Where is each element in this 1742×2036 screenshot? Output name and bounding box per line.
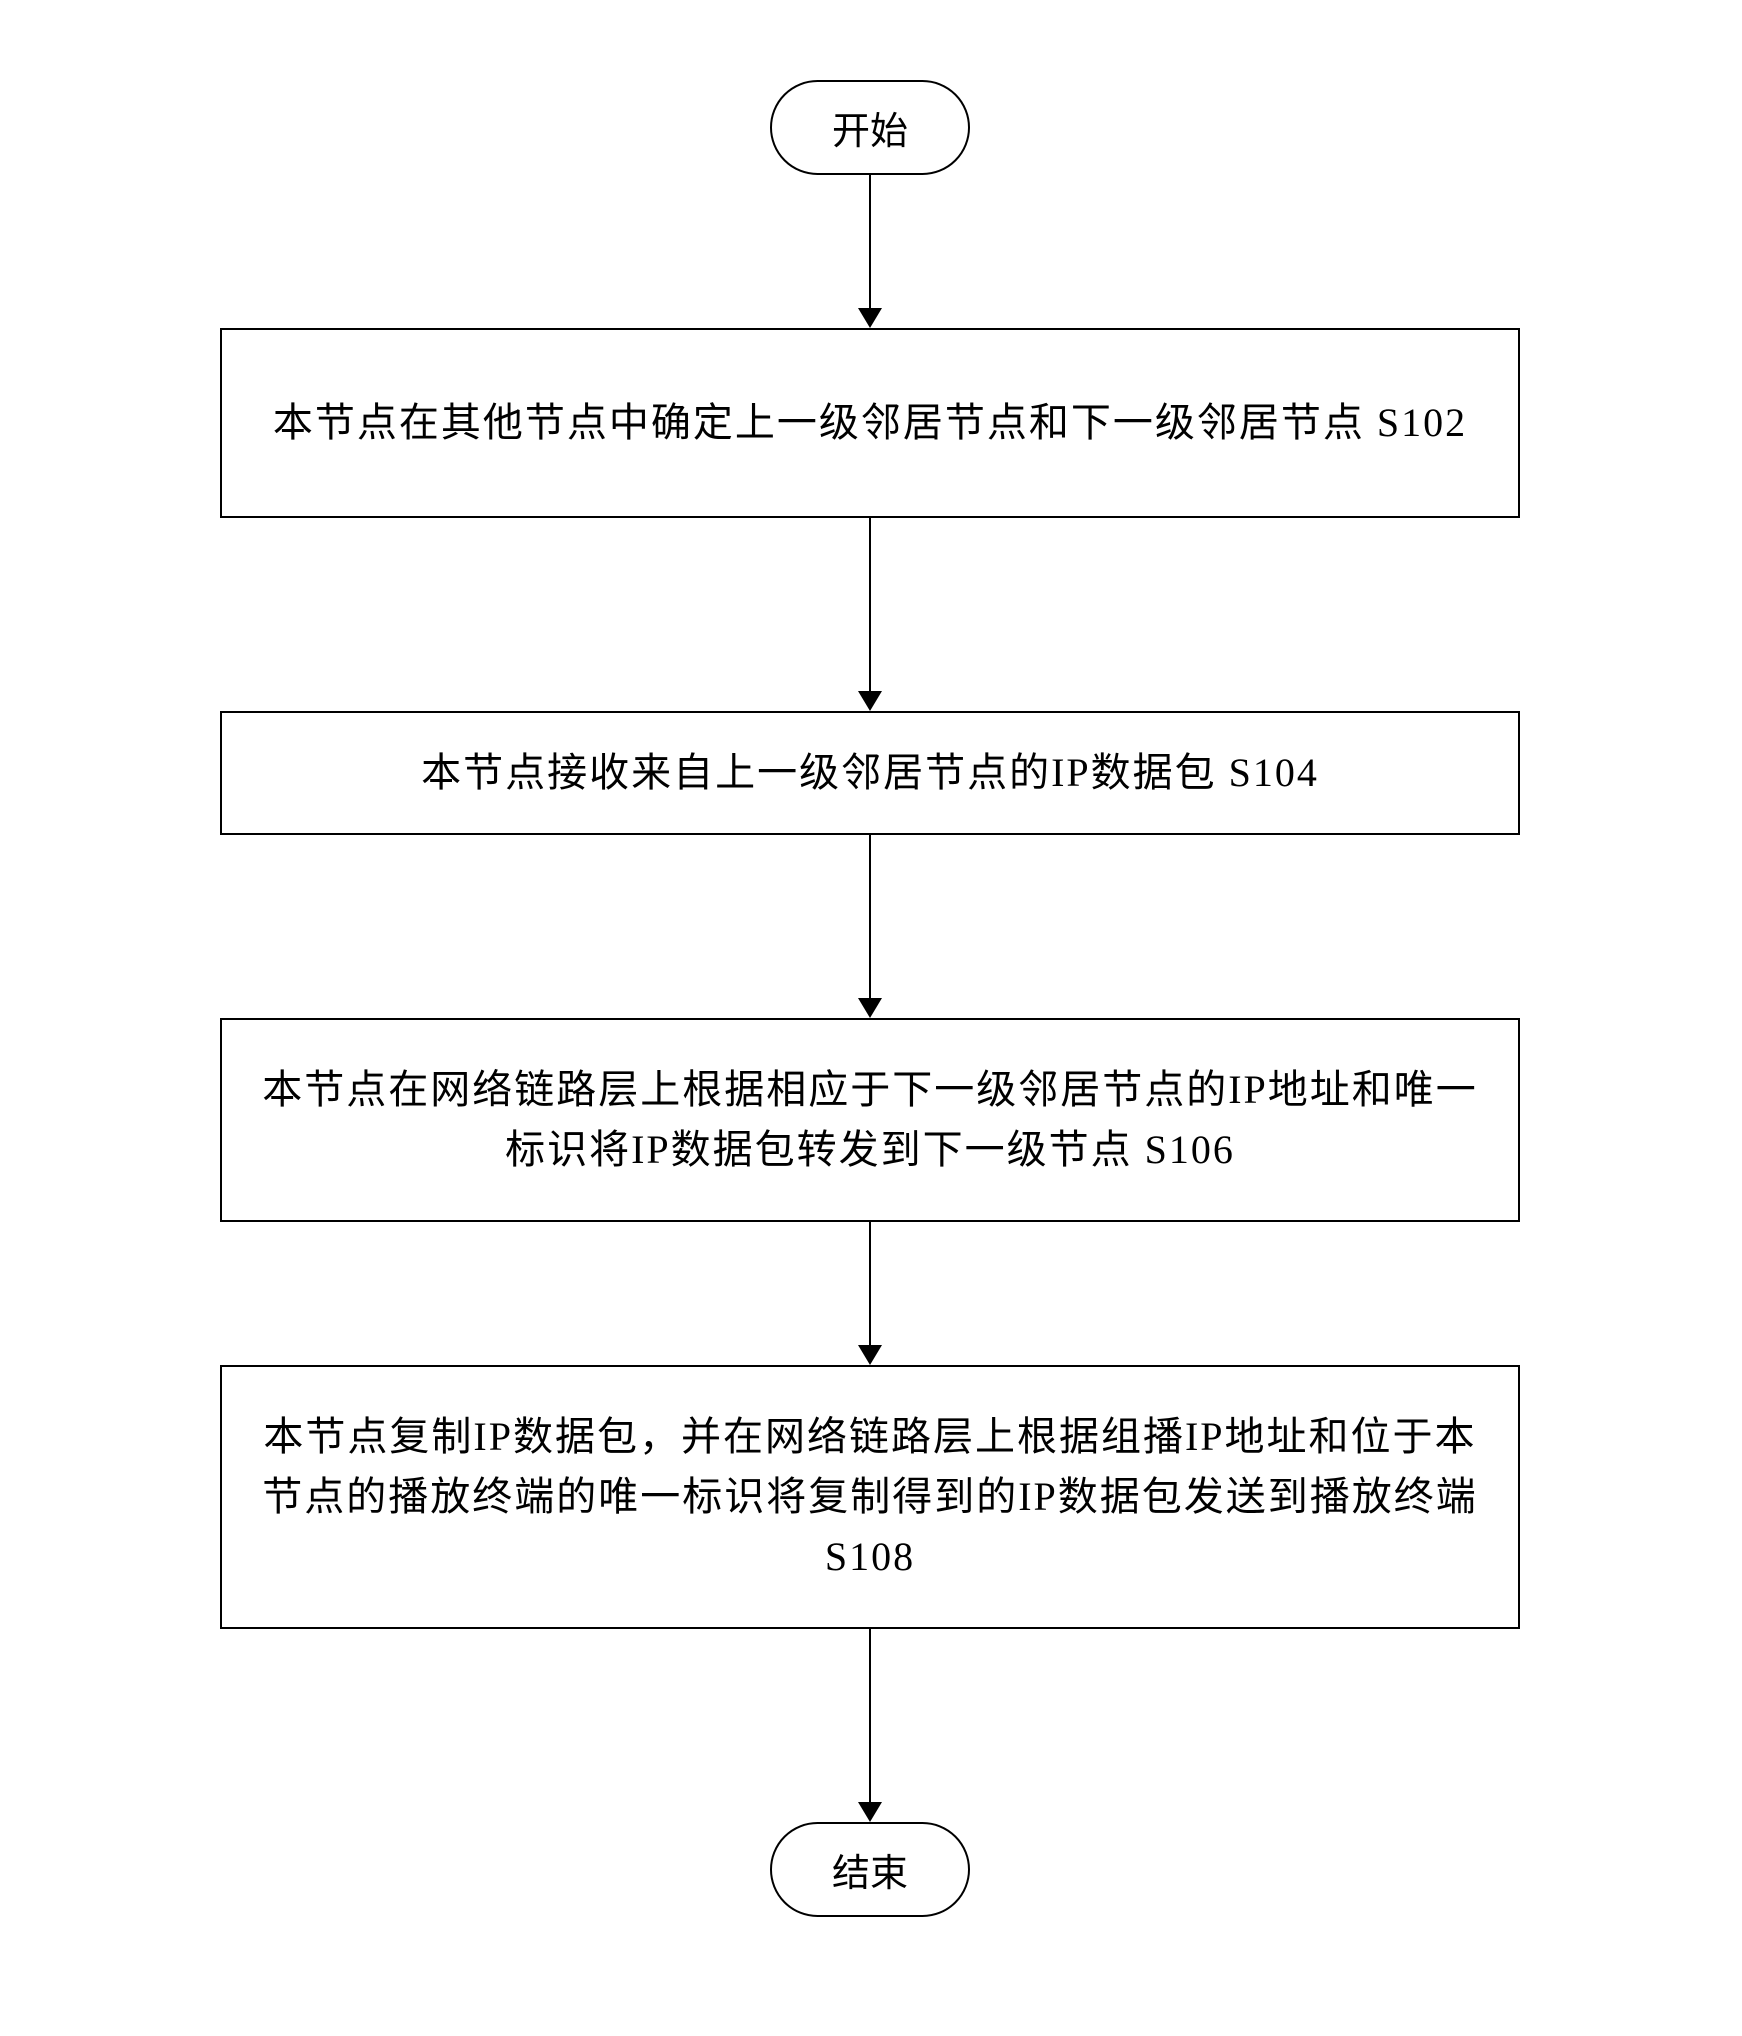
process-s108: 本节点复制IP数据包，并在网络链路层上根据组播IP地址和位于本节点的播放终端的唯… <box>220 1365 1520 1629</box>
process-s104: 本节点接收来自上一级邻居节点的IP数据包 S104 <box>220 711 1520 835</box>
arrow-head-icon <box>858 308 882 328</box>
process-text: 本节点接收来自上一级邻居节点的IP数据包 S104 <box>421 743 1319 803</box>
arrow-4 <box>858 1222 882 1365</box>
arrow-line <box>869 835 872 1000</box>
start-terminator: 开始 <box>770 80 970 175</box>
flowchart-container: 开始 本节点在其他节点中确定上一级邻居节点和下一级邻居节点 S102 本节点接收… <box>220 80 1520 1917</box>
process-s102: 本节点在其他节点中确定上一级邻居节点和下一级邻居节点 S102 <box>220 328 1520 518</box>
end-terminator: 结束 <box>770 1822 970 1917</box>
arrow-line <box>869 1222 872 1347</box>
start-label: 开始 <box>832 100 908 155</box>
arrow-2 <box>858 518 882 711</box>
arrow-head-icon <box>858 1345 882 1365</box>
process-text: 本节点在网络链路层上根据相应于下一级邻居节点的IP地址和唯一标识将IP数据包转发… <box>252 1060 1488 1180</box>
arrow-1 <box>858 175 882 328</box>
arrow-line <box>869 1629 872 1804</box>
arrow-5 <box>858 1629 882 1822</box>
end-label: 结束 <box>832 1842 908 1897</box>
process-s106: 本节点在网络链路层上根据相应于下一级邻居节点的IP地址和唯一标识将IP数据包转发… <box>220 1018 1520 1222</box>
process-text: 本节点在其他节点中确定上一级邻居节点和下一级邻居节点 S102 <box>273 393 1467 453</box>
arrow-head-icon <box>858 998 882 1018</box>
arrow-head-icon <box>858 1802 882 1822</box>
arrow-head-icon <box>858 691 882 711</box>
arrow-line <box>869 175 872 310</box>
arrow-3 <box>858 835 882 1018</box>
process-text: 本节点复制IP数据包，并在网络链路层上根据组播IP地址和位于本节点的播放终端的唯… <box>252 1407 1488 1587</box>
arrow-line <box>869 518 872 693</box>
